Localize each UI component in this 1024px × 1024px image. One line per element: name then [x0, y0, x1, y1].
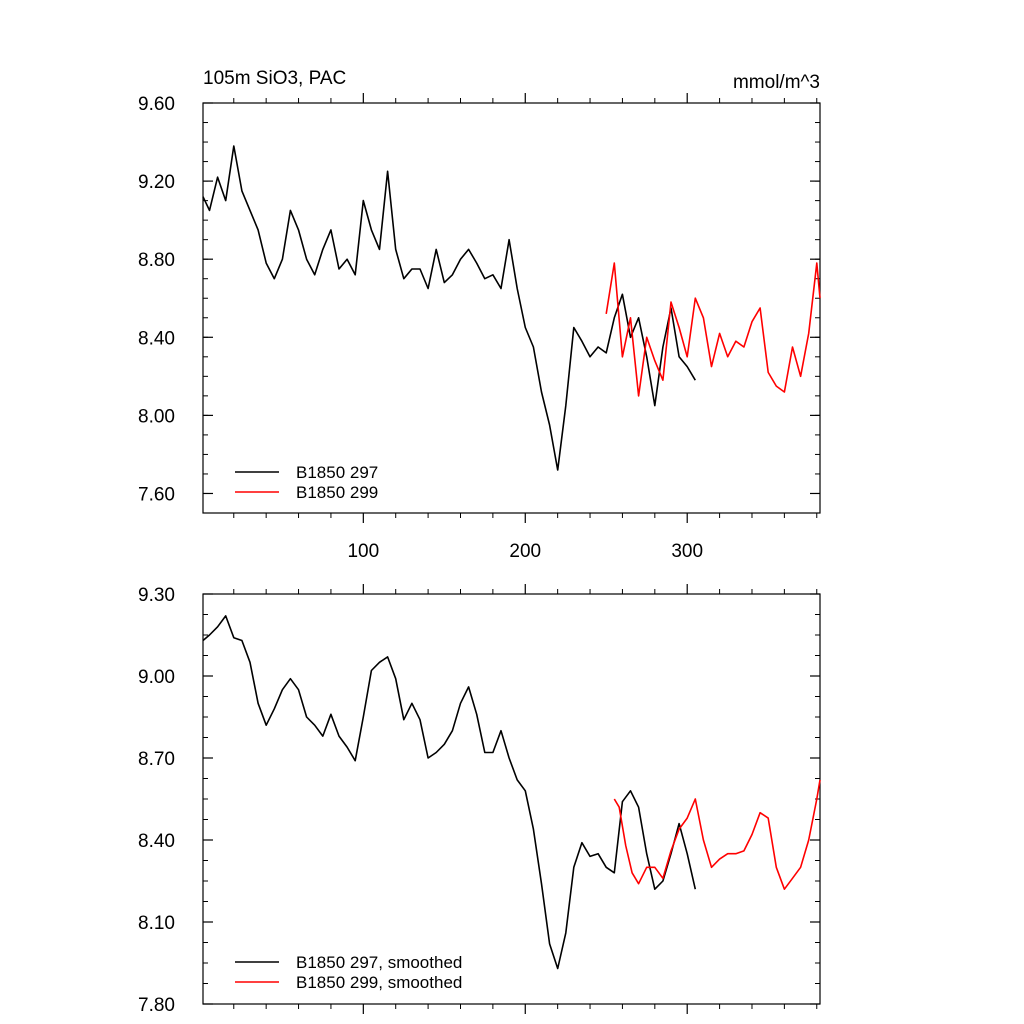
y-tick-label: 8.80 [138, 250, 175, 271]
legend-label: B1850 297, smoothed [296, 953, 462, 972]
y-tick-label: 7.60 [138, 484, 175, 505]
series-line-2 [605, 262, 821, 397]
y-tick-label: 9.20 [138, 172, 175, 193]
chart-title: 105m SiO3, PAC [203, 68, 346, 89]
y-tick-label: 8.40 [138, 328, 175, 349]
y-tick-label: 9.00 [138, 667, 175, 688]
series-line-1 [202, 145, 696, 471]
series-line-2 [613, 779, 821, 891]
y-tick-label: 8.70 [138, 749, 175, 770]
x-tick-label: 200 [509, 541, 541, 562]
y-tick-label: 9.60 [138, 94, 175, 115]
y-tick-label: 9.30 [138, 585, 175, 606]
units-label: mmol/m^3 [733, 72, 820, 93]
y-tick-label: 7.80 [138, 995, 175, 1016]
x-tick-label: 100 [347, 541, 379, 562]
legend-label: B1850 299, smoothed [296, 973, 462, 992]
top-panel: 7.60 8.00 8.40 8.80 9.20 9.60 100 200 300 105m Si… [138, 68, 821, 562]
x-tick-label: 300 [671, 541, 703, 562]
y-tick-label: 8.40 [138, 831, 175, 852]
plot-frame [202, 593, 821, 1005]
y-tick-label: 8.10 [138, 913, 175, 934]
y-tick-label: 8.00 [138, 406, 175, 427]
bottom-panel: 7.80 8.10 8.40 8.70 9.00 9.30 B1850 297, smoot… [138, 584, 821, 1016]
legend-label: B1850 297 [296, 463, 378, 482]
legend-label: B1850 299 [296, 483, 378, 502]
plot-frame [202, 102, 821, 514]
series-line-1 [202, 615, 697, 970]
